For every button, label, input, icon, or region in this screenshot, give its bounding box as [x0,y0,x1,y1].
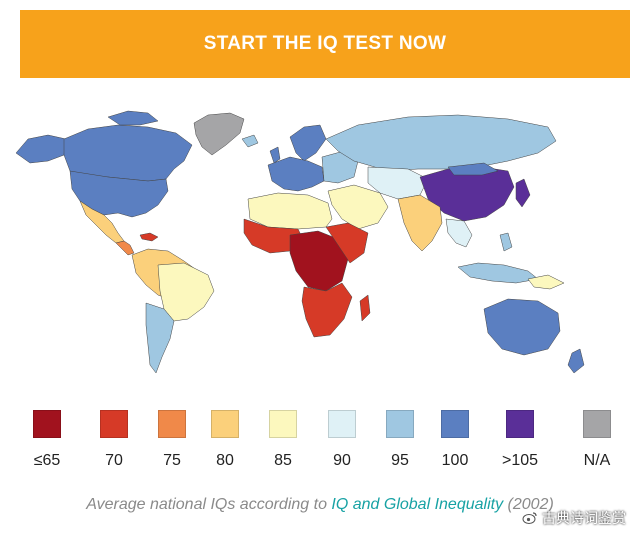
legend-label: 90 [333,452,351,469]
iq-legend: ≤65 70 75 80 85 90 95 100 [0,410,640,480]
canada [63,124,193,182]
south-america-south [145,302,175,374]
legend-item: N/A [567,410,627,470]
caption-text: Average national IQs according to [86,496,332,513]
legend-swatch [33,410,61,438]
legend-label: 95 [391,452,409,469]
greenland [193,112,245,156]
legend-label: ≤65 [33,452,61,469]
western-europe [267,156,325,192]
southeast-asia [445,218,473,248]
madagascar [359,294,371,322]
legend-label: 75 [163,452,181,469]
korea-japan [515,178,531,208]
mongolia [447,162,499,176]
east-africa [325,222,369,264]
weibo-icon [522,512,537,524]
legend-label: >105 [501,452,539,469]
watermark-text: 古典诗词鉴赏 [542,511,626,527]
uk [269,146,281,164]
legend-item: ≤65 [17,410,77,470]
canadian-islands [107,110,159,126]
legend-label: 70 [105,452,123,469]
legend-item: 75 [142,410,202,470]
legend-swatch [211,410,239,438]
legend-swatch [158,410,186,438]
legend-label: 80 [216,452,234,469]
legend-label: 85 [274,452,292,469]
north-africa [247,192,333,230]
legend-item: 70 [84,410,144,470]
legend-swatch [441,410,469,438]
legend-item: >105 [490,410,550,470]
australia [483,298,561,356]
russia [325,114,557,172]
legend-swatch [100,410,128,438]
legend-swatch [269,410,297,438]
southern-africa [301,282,353,338]
legend-item: 80 [195,410,255,470]
legend-swatch [328,410,356,438]
philippines [499,232,513,252]
legend-item: 100 [425,410,485,470]
scandinavia [289,124,327,162]
legend-label: 100 [441,452,469,469]
legend-item: 85 [253,410,313,470]
middle-east [327,184,389,230]
legend-swatch [583,410,611,438]
caption-year: (2002) [503,496,554,513]
iceland [241,134,259,148]
alaska [15,134,67,164]
brazil [157,262,215,322]
legend-label: N/A [583,452,611,469]
central-america [115,240,135,256]
india [397,194,443,252]
central-africa [289,230,349,292]
legend-item: 95 [370,410,430,470]
source-link[interactable]: IQ and Global Inequality [331,496,504,513]
legend-swatch [386,410,414,438]
indonesia [457,262,539,284]
legend-swatch [506,410,534,438]
new-guinea [527,274,565,290]
source-caption: Average national IQs according to IQ and… [0,496,640,514]
watermark: 古典诗词鉴赏 [522,508,626,528]
world-iq-map [15,110,585,374]
legend-item: 90 [312,410,372,470]
caribbean [139,232,159,242]
new-zealand [567,348,585,374]
start-iq-test-button[interactable]: START THE IQ TEST NOW [20,10,630,78]
